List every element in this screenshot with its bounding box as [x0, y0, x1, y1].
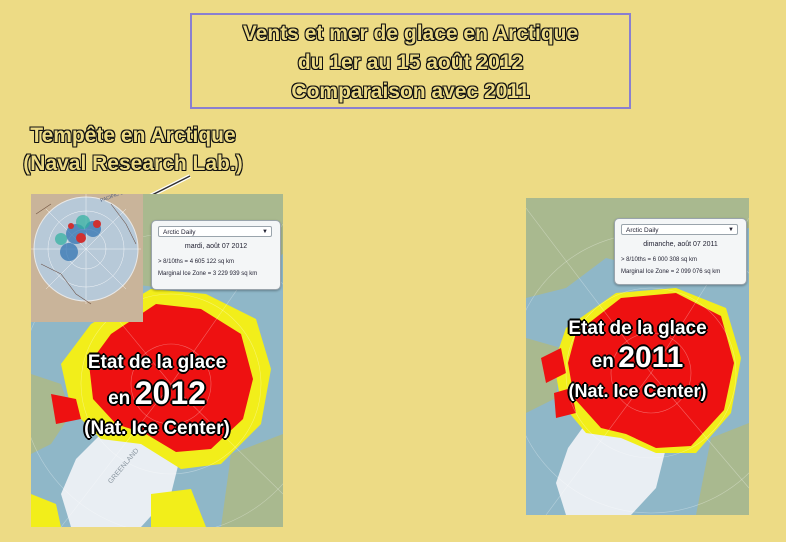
arctic-daily-dropdown-2012[interactable]: Arctic Daily ▼ [158, 226, 272, 237]
storm-caption-line-1: Tempête en Arctique [30, 124, 236, 147]
dropdown-label: Arctic Daily [163, 229, 196, 236]
panel-date-2011: dimanche, août 07 2011 [643, 241, 718, 248]
panel-marginal-ice-2012: Marginal Ice Zone = 3 229 939 sq km [158, 271, 258, 277]
arctic-daily-dropdown-2011[interactable]: Arctic Daily ▼ [621, 224, 738, 235]
storm-inset-graphic: PACIFIC OCEAN [31, 194, 143, 322]
title-line-1: Vents et mer de glace en Arctique [242, 22, 579, 45]
title-line-3: Comparaison avec 2011 [291, 80, 530, 103]
info-panel-2012: Arctic Daily ▼ mardi, août 07 2012 > 8/1… [151, 220, 281, 290]
panel-date-2012: mardi, août 07 2012 [184, 243, 248, 250]
info-panel-2011: Arctic Daily ▼ dimanche, août 07 2011 > … [614, 218, 747, 285]
panel-dense-ice-2011: > 8/10ths = 6 000 308 sq km [621, 257, 698, 263]
panel-marginal-ice-2011: Marginal Ice Zone = 2 099 076 sq km [621, 269, 721, 275]
storm-caption: Tempête en Arctique (Naval Research Lab.… [0, 122, 266, 178]
dropdown-label: Arctic Daily [626, 227, 659, 234]
panel-dense-ice-2012: > 8/10ths = 4 605 122 sq km [158, 259, 235, 265]
title-line-2: du 1er au 15 août 2012 [297, 51, 524, 74]
title-box: Vents et mer de glace en Arctique du 1er… [190, 13, 631, 109]
chevron-down-icon: ▼ [728, 227, 734, 233]
chevron-down-icon: ▼ [262, 229, 268, 235]
ice-map-2012: GREENLAND Arctic Daily ▼ mardi, août 07 … [31, 194, 283, 527]
storm-caption-line-2: (Naval Research Lab.) [23, 152, 243, 175]
ice-map-2011: Arctic Daily ▼ dimanche, août 07 2011 > … [526, 198, 749, 515]
storm-inset-map: PACIFIC OCEAN [31, 194, 143, 322]
